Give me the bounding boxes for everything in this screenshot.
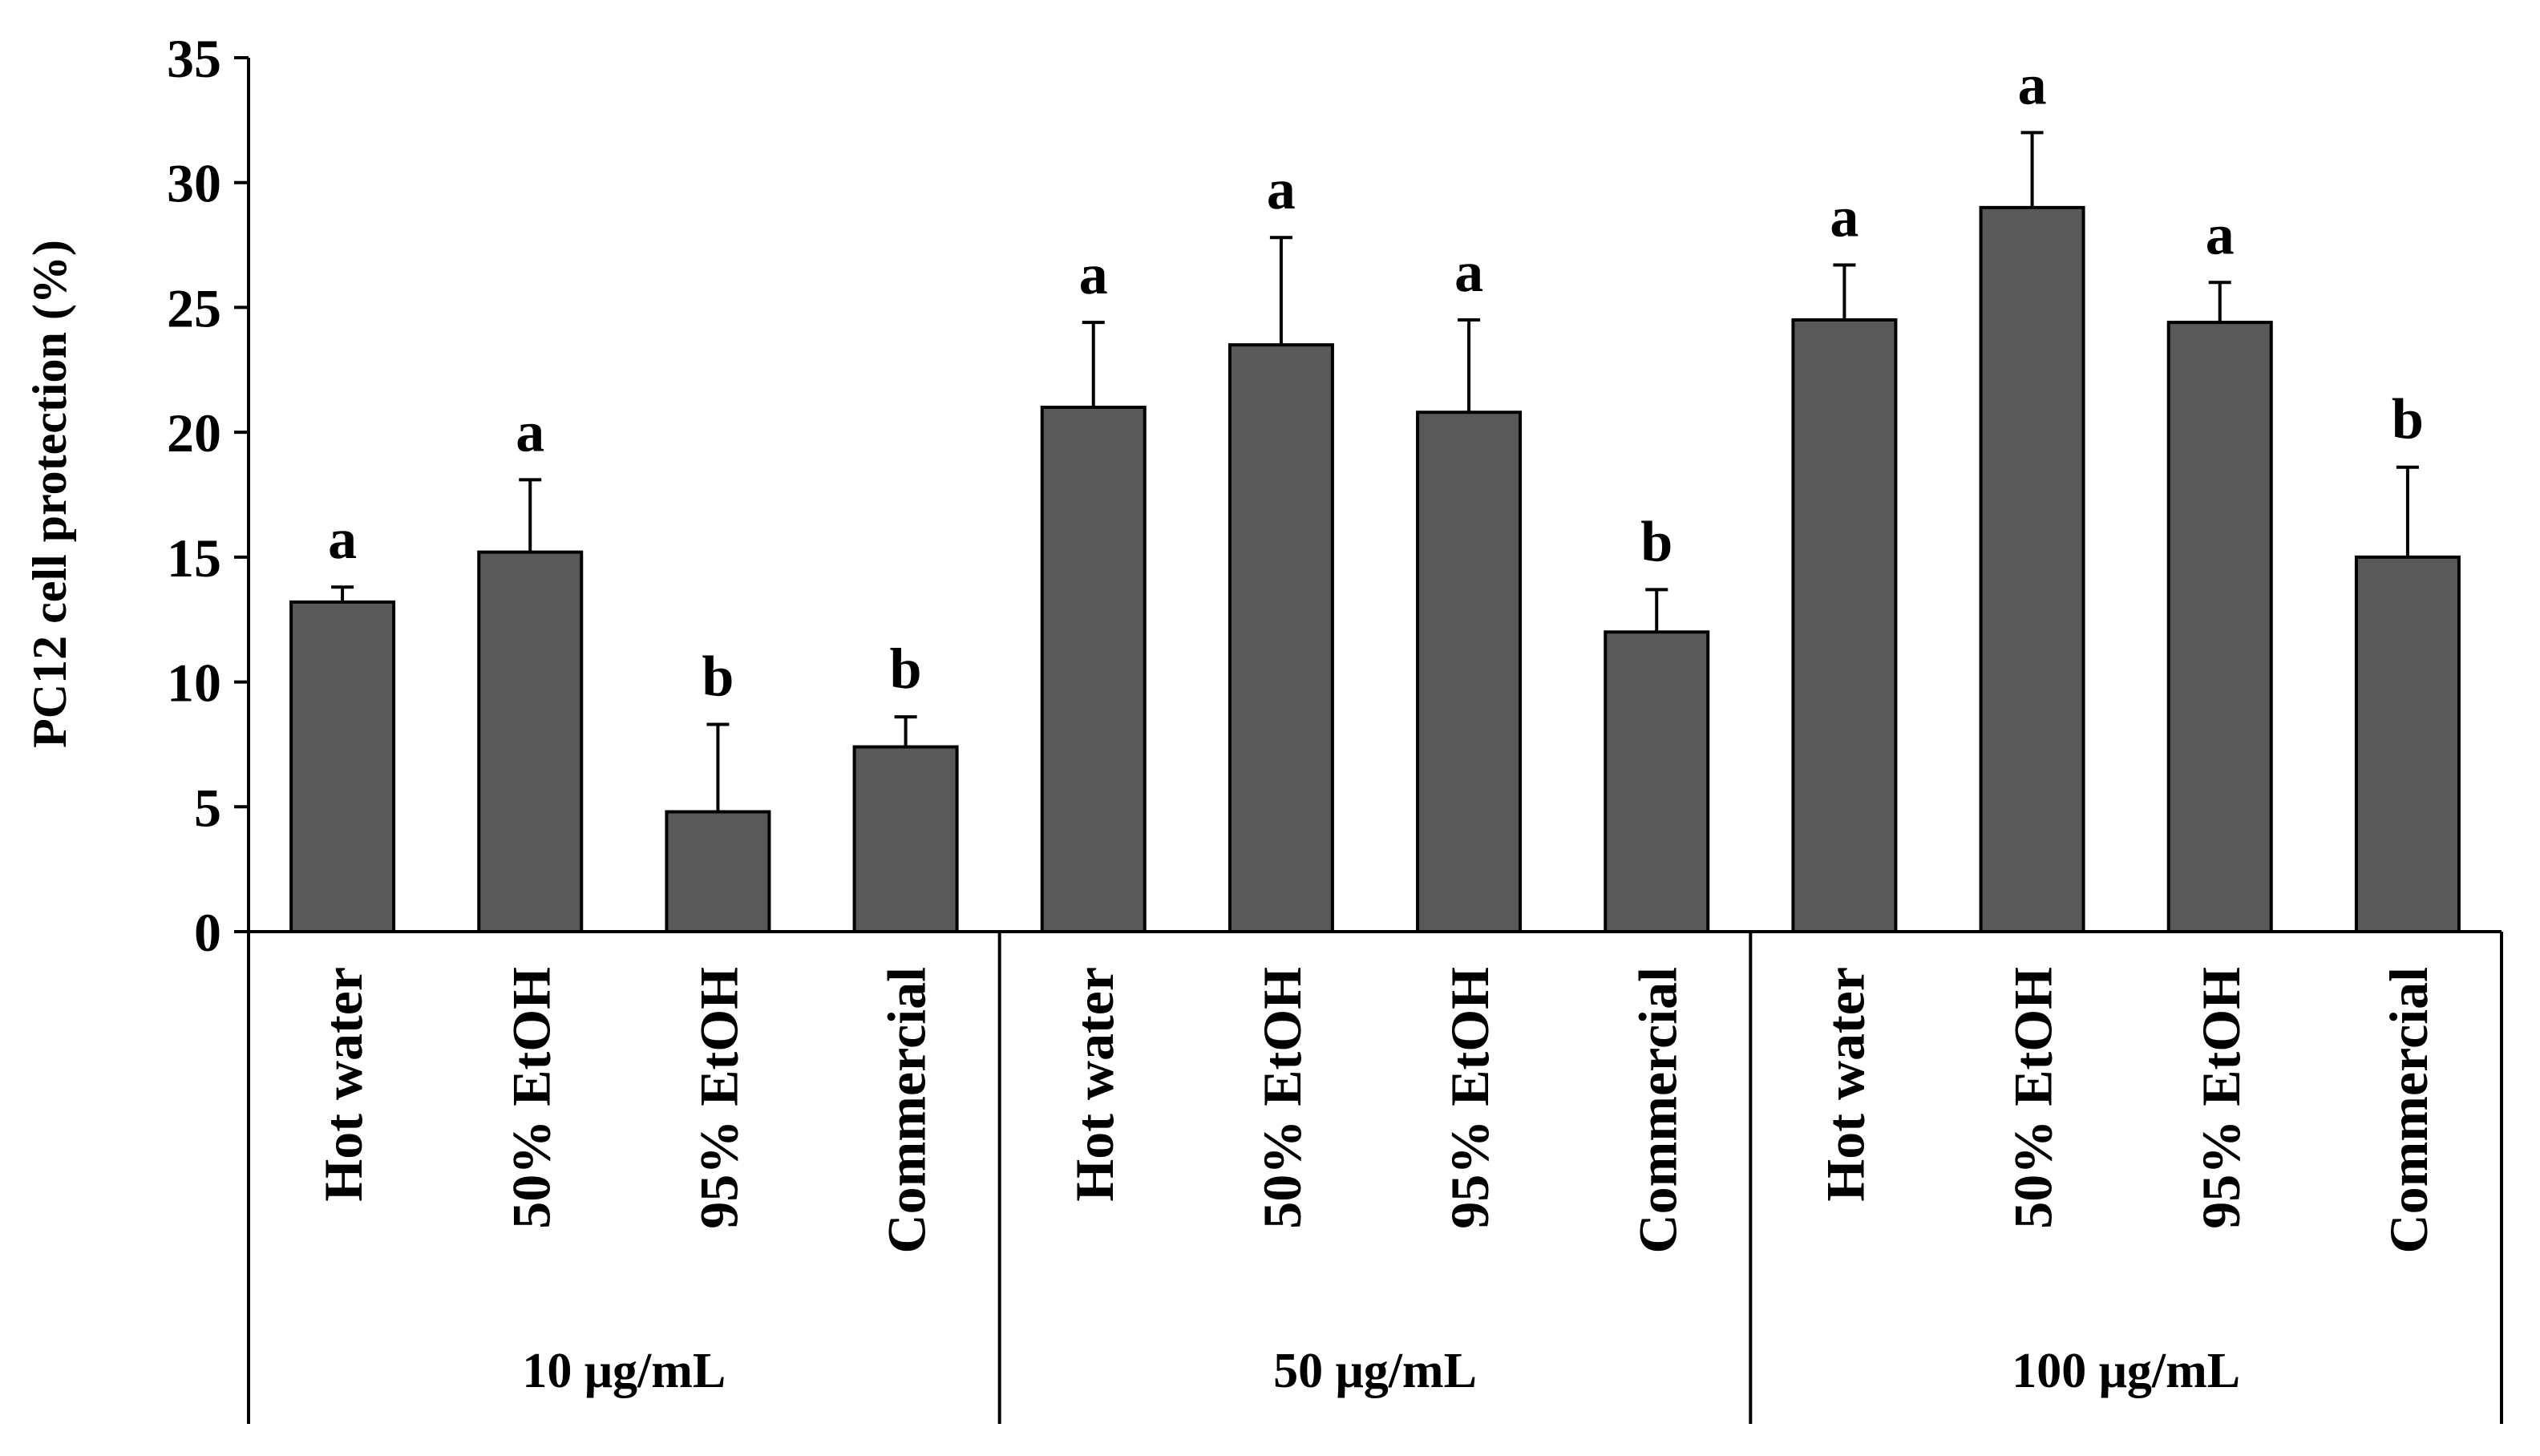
significance-label: b	[702, 645, 734, 709]
labels-layer: 0 5 10 15 20 25 30 35 a Hot water a 50% EtOH b 95% Et…	[167, 28, 2439, 1398]
bar	[665, 810, 771, 933]
category-label: 50% EtOH	[500, 967, 561, 1229]
group-label: 10 μg/mL	[522, 1344, 726, 1398]
category-label: 95% EtOH	[688, 967, 749, 1229]
category-label: 95% EtOH	[2190, 967, 2251, 1229]
category-label: Commercial	[876, 967, 937, 1254]
significance-label: b	[890, 637, 922, 701]
y-tick-label: 20	[167, 402, 221, 463]
bar	[1228, 343, 1334, 933]
category-label: 50% EtOH	[1252, 967, 1312, 1229]
significance-label: a	[1454, 240, 1483, 304]
y-axis-title: PC12 cell protection (%)	[23, 240, 76, 748]
y-tick-label: 25	[167, 277, 221, 338]
significance-label: b	[1640, 509, 1672, 573]
category-label: Hot water	[1814, 967, 1875, 1202]
bar	[477, 550, 584, 934]
bar	[1604, 630, 1710, 933]
y-tick-label: 35	[167, 28, 221, 89]
group-label: 50 μg/mL	[1273, 1344, 1477, 1398]
y-tick-label: 15	[167, 528, 221, 588]
bar	[2166, 321, 2273, 934]
bar	[852, 745, 959, 933]
bars-layer	[289, 131, 2461, 934]
significance-label: a	[1830, 184, 1858, 249]
bar	[2354, 555, 2461, 933]
y-tick-label: 30	[167, 153, 221, 214]
significance-label: a	[1267, 157, 1296, 221]
significance-label: a	[2206, 202, 2235, 266]
group-label: 100 μg/mL	[2012, 1344, 2240, 1398]
category-label: 95% EtOH	[1439, 967, 1500, 1229]
significance-label: a	[1079, 242, 1108, 306]
significance-label: a	[328, 507, 357, 571]
y-tick-label: 0	[194, 902, 221, 963]
bar	[1040, 406, 1147, 933]
category-label: Commercial	[1627, 967, 1688, 1254]
y-tick-label: 10	[167, 653, 221, 714]
category-label: Hot water	[1064, 967, 1125, 1202]
axes-layer	[234, 56, 2503, 1424]
category-label: Hot water	[313, 967, 374, 1202]
significance-label: b	[2392, 387, 2424, 451]
significance-label: a	[516, 399, 544, 463]
bar	[1416, 411, 1523, 933]
y-tick-label: 5	[194, 777, 221, 838]
significance-label: a	[2018, 52, 2047, 116]
bar	[289, 600, 396, 934]
category-label: 50% EtOH	[2003, 967, 2064, 1229]
bar	[1791, 318, 1898, 933]
bar	[1979, 205, 2085, 934]
category-label: Commercial	[2378, 967, 2439, 1254]
